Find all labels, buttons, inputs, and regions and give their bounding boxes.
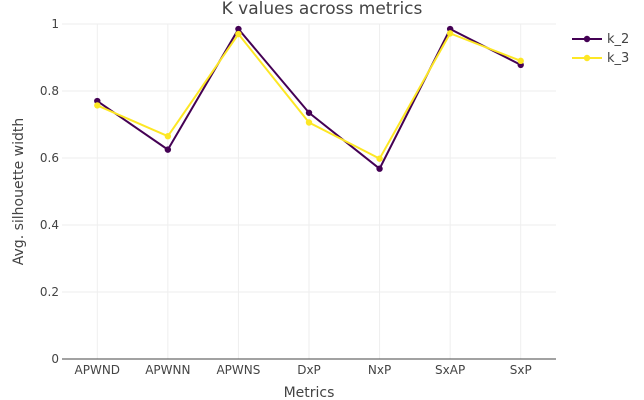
legend-item-k_3[interactable]: k_3 <box>572 51 629 66</box>
y-tick-label: 0.2 <box>40 285 59 299</box>
x-tick-label: SxAP <box>435 363 465 377</box>
legend-swatch-marker <box>583 35 591 43</box>
x-tick-label: APWNS <box>216 363 260 377</box>
y-tick-label: 1 <box>51 17 59 31</box>
x-tick-label: SxP <box>510 363 532 377</box>
y-tick-labels: 0 0.2 0.4 0.6 0.8 1 <box>40 17 59 366</box>
data-point-k_2[interactable] <box>376 165 383 172</box>
data-point-k_3[interactable] <box>94 102 101 109</box>
data-point-k_3[interactable] <box>376 155 383 162</box>
legend[interactable]: k_2k_3 <box>572 32 629 66</box>
x-tick-labels: APWND APWNN APWNS DxP NxP SxAP SxP <box>75 363 532 377</box>
data-point-k_3[interactable] <box>164 133 172 140</box>
data-point-k_3[interactable] <box>235 30 242 38</box>
x-axis-title: Metrics <box>284 385 335 400</box>
data-point-k_3[interactable] <box>517 57 524 65</box>
y-tick-label: 0.6 <box>40 151 59 165</box>
grid <box>62 23 556 359</box>
y-tick-label: 0 <box>51 352 59 366</box>
x-tick-label: APWNN <box>145 363 190 377</box>
y-tick-label: 0.4 <box>40 218 59 232</box>
data-point-k_3[interactable] <box>446 30 454 37</box>
y-axis-title: Avg. silhouette width <box>11 118 27 265</box>
series <box>94 25 524 172</box>
chart-title: K values across metrics <box>222 0 423 19</box>
x-tick-label: DxP <box>297 363 321 377</box>
data-point-k_3[interactable] <box>305 119 313 126</box>
legend-label: k_2 <box>607 32 629 47</box>
legend-label: k_3 <box>607 51 629 66</box>
legend-item-k_2[interactable]: k_2 <box>572 32 629 47</box>
series-k_3 <box>94 30 524 162</box>
data-point-k_2[interactable] <box>305 109 313 116</box>
x-tick-label: NxP <box>368 363 391 377</box>
y-tick-label: 0.8 <box>40 84 59 98</box>
x-tick-label: APWND <box>75 363 121 377</box>
data-point-k_2[interactable] <box>235 25 242 33</box>
legend-swatch-marker <box>583 54 591 62</box>
data-point-k_2[interactable] <box>164 146 172 153</box>
